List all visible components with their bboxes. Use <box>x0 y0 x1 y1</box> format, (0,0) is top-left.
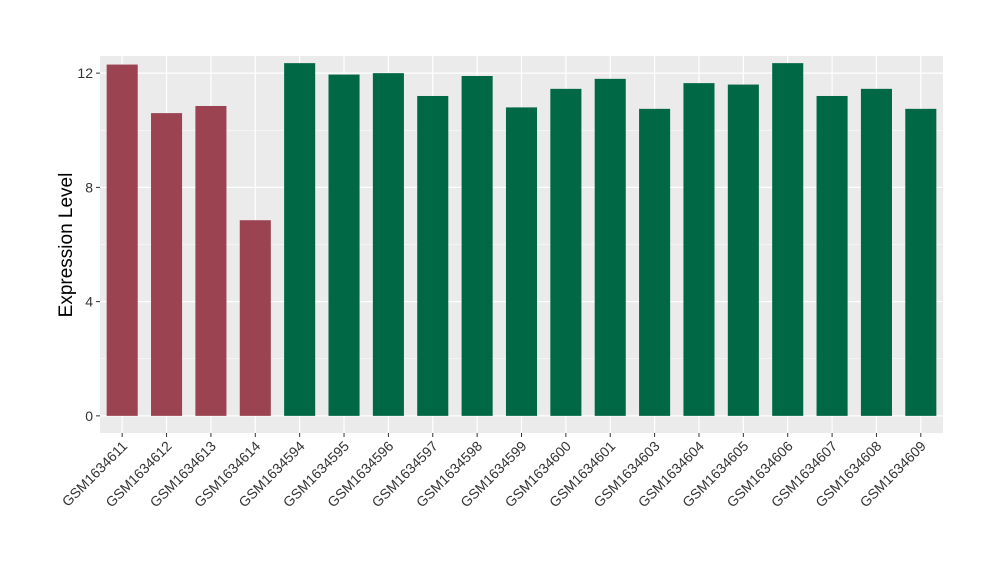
bar-GSM1634607 <box>816 95 848 416</box>
y-tick-label: 0 <box>85 408 93 424</box>
bar-GSM1634594 <box>284 63 316 416</box>
bar-GSM1634597 <box>417 95 449 416</box>
y-tick-label: 8 <box>85 179 93 195</box>
bars <box>106 63 937 416</box>
y-tick-label: 4 <box>85 294 93 310</box>
bar-GSM1634613 <box>195 105 227 416</box>
bar-GSM1634596 <box>372 73 404 416</box>
bar-GSM1634611 <box>106 64 138 416</box>
y-axis: 0 4 8 12 <box>77 65 100 424</box>
bar-GSM1634606 <box>772 63 804 416</box>
bar-GSM1634604 <box>683 83 715 416</box>
bar-GSM1634600 <box>550 88 582 416</box>
bar-GSM1634609 <box>905 108 937 416</box>
y-axis-title: Expression Level <box>56 173 77 318</box>
bar-GSM1634599 <box>505 107 538 416</box>
bar-GSM1634612 <box>151 113 183 416</box>
bar-GSM1634608 <box>860 88 892 416</box>
bar-GSM1634614 <box>239 220 271 416</box>
bar-GSM1634595 <box>328 74 360 416</box>
bar-GSM1634601 <box>594 78 626 416</box>
y-tick-label: 12 <box>77 65 93 81</box>
x-axis: GSM1634611GSM1634612GSM1634613GSM1634614… <box>59 433 929 510</box>
bar-GSM1634605 <box>727 84 759 416</box>
bar-GSM1634603 <box>639 108 671 416</box>
bar-GSM1634598 <box>461 75 493 416</box>
